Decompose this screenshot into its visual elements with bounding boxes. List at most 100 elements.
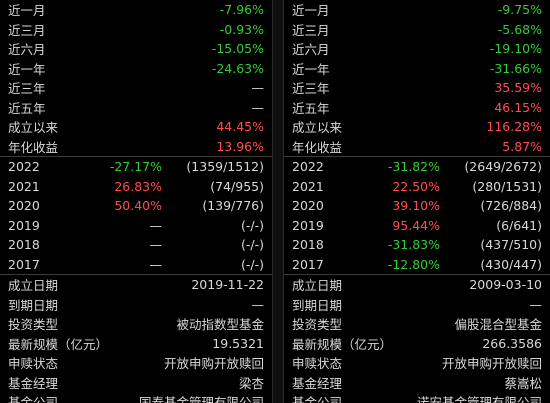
- year-label: 2021: [8, 178, 40, 194]
- return-value: -9.75%: [497, 2, 542, 18]
- return-value: 5.87%: [502, 138, 542, 154]
- return-label: 成立以来: [292, 120, 343, 136]
- year-row: 2017 -12.80% (430/447): [284, 255, 550, 275]
- year-row: 2019 — (-/-): [0, 216, 272, 236]
- year-label: 2022: [292, 159, 324, 175]
- info-value: 梁杏: [238, 375, 264, 391]
- return-row: 近六月 -19.10%: [284, 39, 550, 59]
- return-label: 近一年: [292, 61, 330, 77]
- return-value: -19.10%: [489, 41, 542, 57]
- info-row: 到期日期 —: [0, 295, 272, 315]
- info-value: 开放申购开放赎回: [441, 356, 542, 372]
- returns-section: 近一月 -7.96% 近三月 -0.93% 近六月 -15.05% 近一年 -24.63…: [0, 0, 272, 157]
- info-label: 成立日期: [8, 278, 59, 294]
- info-label: 基金经理: [8, 375, 59, 391]
- info-value: 被动指数型基金: [176, 317, 264, 333]
- return-row: 近五年 46.15%: [284, 98, 550, 118]
- year-row: 2020 39.10% (726/884): [284, 196, 550, 216]
- return-label: 成立以来: [8, 120, 59, 136]
- year-return: -12.80%: [387, 256, 440, 272]
- year-return: -27.17%: [109, 159, 162, 175]
- return-row: 成立以来 44.45%: [0, 117, 272, 137]
- info-value: 蔡嵩松: [504, 375, 542, 391]
- return-label: 近三月: [8, 22, 46, 38]
- info-value: 2019-11-22: [191, 277, 264, 293]
- info-label: 到期日期: [8, 297, 59, 313]
- info-value: —: [251, 296, 265, 312]
- info-label: 最新规模（亿元）: [292, 336, 393, 352]
- info-value: 266.3586: [482, 335, 542, 351]
- info-value: 国泰基金管理有限公司: [138, 395, 264, 403]
- info-row: 申赎状态 开放申购开放赎回: [284, 353, 550, 373]
- year-return: 50.40%: [114, 198, 162, 214]
- year-row: 2021 22.50% (280/1531): [284, 177, 550, 197]
- info-row: 基金经理 梁杏: [0, 373, 272, 393]
- return-label: 近六月: [8, 42, 46, 58]
- info-row: 申赎状态 开放申购开放赎回: [0, 353, 272, 373]
- return-row: 年化收益 5.87%: [284, 137, 550, 157]
- year-rank: (280/1531): [472, 178, 542, 194]
- return-label: 近三年: [292, 81, 330, 97]
- info-label: 投资类型: [8, 317, 59, 333]
- return-label: 近一年: [8, 61, 46, 77]
- info-label: 最新规模（亿元）: [8, 336, 109, 352]
- year-rank: (430/447): [480, 256, 542, 272]
- year-label: 2017: [292, 256, 324, 272]
- return-row: 近五年 —: [0, 98, 272, 118]
- year-label: 2022: [8, 159, 40, 175]
- return-label: 近一月: [292, 3, 330, 19]
- return-label: 近三年: [8, 81, 46, 97]
- year-rank: (74/955): [210, 178, 264, 194]
- return-row: 近一月 -9.75%: [284, 0, 550, 20]
- return-row: 近一月 -7.96%: [0, 0, 272, 20]
- return-label: 近六月: [292, 42, 330, 58]
- info-row: 到期日期 —: [284, 295, 550, 315]
- info-label: 申赎状态: [8, 356, 59, 372]
- return-row: 近三月 -0.93%: [0, 20, 272, 40]
- year-rank: (-/-): [241, 256, 264, 272]
- return-value: -0.93%: [219, 21, 264, 37]
- return-row: 近三年 —: [0, 78, 272, 98]
- return-row: 近一年 -24.63%: [0, 59, 272, 79]
- info-row: 最新规模（亿元） 266.3586: [284, 334, 550, 354]
- year-row: 2020 50.40% (139/776): [0, 196, 272, 216]
- year-label: 2019: [292, 217, 324, 233]
- return-value: 44.45%: [216, 119, 264, 135]
- info-label: 到期日期: [292, 297, 343, 313]
- year-row: 2021 26.83% (74/955): [0, 177, 272, 197]
- year-row: 2018 -31.83% (437/510): [284, 235, 550, 255]
- info-label: 投资类型: [292, 317, 343, 333]
- return-value: -31.66%: [489, 60, 542, 76]
- return-value: -24.63%: [211, 60, 264, 76]
- info-label: 基金公司: [292, 395, 343, 403]
- year-label: 2018: [8, 237, 40, 253]
- info-row: 成立日期 2009-03-10: [284, 275, 550, 295]
- right-fund-panel: 近一月 -9.75% 近三月 -5.68% 近六月 -19.10% 近一年 -31.66…: [284, 0, 550, 403]
- return-label: 年化收益: [292, 139, 343, 155]
- year-row: 2018 — (-/-): [0, 235, 272, 255]
- info-label: 基金公司: [8, 395, 59, 403]
- year-return: -31.82%: [387, 159, 440, 175]
- info-section: 成立日期 2009-03-10 到期日期 — 投资类型 偏股混合型基金 最新规模（亿元…: [284, 275, 550, 403]
- info-row: 基金公司 国泰基金管理有限公司: [0, 392, 272, 403]
- info-row: 基金公司 诺安基金管理有限公司: [284, 392, 550, 403]
- return-row: 近六月 -15.05%: [0, 39, 272, 59]
- year-return: —: [149, 256, 163, 272]
- info-value: 偏股混合型基金: [454, 317, 542, 333]
- return-label: 年化收益: [8, 139, 59, 155]
- year-return: 95.44%: [392, 217, 440, 233]
- info-label: 成立日期: [292, 278, 343, 294]
- year-rank: (139/776): [202, 198, 264, 214]
- return-value: 35.59%: [494, 80, 542, 96]
- info-label: 基金经理: [292, 375, 343, 391]
- return-value: -15.05%: [211, 41, 264, 57]
- year-row: 2017 — (-/-): [0, 255, 272, 275]
- return-value: —: [251, 99, 265, 115]
- year-label: 2020: [8, 198, 40, 214]
- year-rank: (2649/2672): [464, 159, 542, 175]
- return-value: —: [251, 80, 265, 96]
- return-row: 近一年 -31.66%: [284, 59, 550, 79]
- year-return: -31.83%: [387, 237, 440, 253]
- year-rank: (-/-): [241, 217, 264, 233]
- returns-section: 近一月 -9.75% 近三月 -5.68% 近六月 -19.10% 近一年 -31.66…: [284, 0, 550, 157]
